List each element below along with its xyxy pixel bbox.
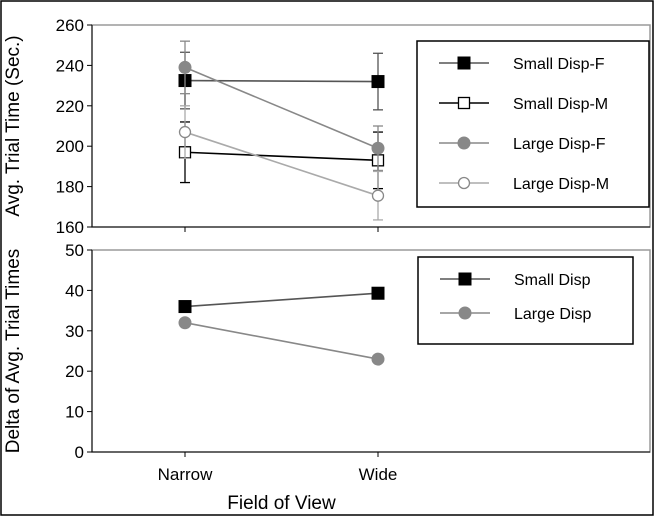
series-3 [178,40,385,172]
legend-label: Small Disp [514,272,591,289]
y-axis-title: Avg. Trial Time (Sec.) [3,35,24,216]
data-point [371,352,385,366]
legend: Small Disp-F Small Disp-M Large Disp-F Larg… [416,40,650,208]
data-point [371,75,385,89]
data-point [178,60,192,74]
legend-swatch-marker [457,56,471,70]
legend-box [416,40,650,208]
y-tick-label: 20 [65,362,84,381]
data-point [178,125,192,139]
data-point [371,141,385,155]
legend-swatch-marker [457,176,471,190]
series-line [184,151,379,162]
data-point [371,286,385,300]
chart-panel-1: 160 180 200 220 240 260 Avg. Trial Time (Sec.)… [3,16,651,237]
series-line [184,292,379,308]
legend-box [417,256,634,345]
legend-label: Small Disp-M [513,96,608,113]
y-tick-label: 10 [65,403,84,422]
y-tick-label: 220 [56,97,84,116]
y-tick-label: 40 [65,281,84,300]
data-point [178,300,192,314]
chart-panel-2: 0 10 20 30 40 50 Narrow Wide Delta of Avg. Trial… [3,241,651,514]
y-tick-label: 260 [56,16,84,35]
y-tick-label: 0 [75,443,84,462]
data-point [178,316,192,330]
series-line [184,79,379,83]
legend-swatch-marker [458,306,472,320]
legend-label: Large Disp-F [513,136,606,153]
y-tick-label: 180 [56,178,84,197]
series-1 [178,286,385,314]
data-point [371,189,385,202]
legend-swatch-marker [457,96,471,110]
x-tick-label: Wide [359,465,398,484]
y-tick-label: 200 [56,137,84,156]
legend-label: Large Disp [514,306,591,323]
legend-swatch-marker [457,136,471,150]
legend-label: Small Disp-F [513,56,605,73]
x-tick-label: Narrow [158,465,214,484]
y-axis-title: Delta of Avg. Trial Times [3,249,24,454]
legend-label: Large Disp-M [513,176,609,193]
series-line [184,66,379,149]
y-tick-label: 50 [65,241,84,260]
y-tick-label: 160 [56,218,84,237]
legend: Small Disp Large Disp [417,256,634,345]
x-axis-title: Field of View [227,493,336,514]
legend-swatch-marker [458,272,472,286]
series-2 [178,316,385,366]
series-4 [178,105,385,221]
y-tick-label: 30 [65,322,84,341]
series-line [184,321,379,360]
series-line [184,131,379,197]
y-tick-label: 240 [56,56,84,75]
